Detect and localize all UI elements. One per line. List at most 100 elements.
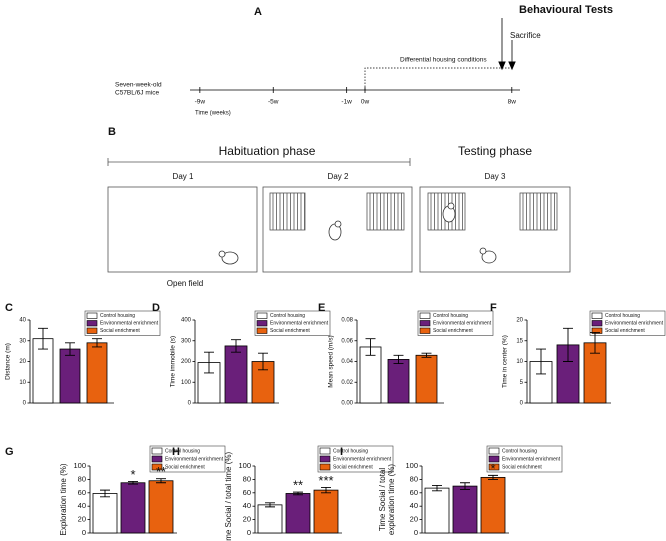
legend-label: Control housing: [165, 448, 200, 454]
legend-swatch: [319, 455, 331, 463]
timeline-tick-label: -9w: [195, 99, 206, 106]
panel-letter: E: [318, 302, 325, 314]
error-bar: [393, 354, 404, 365]
legend-label: Environmental enrichment: [100, 321, 159, 327]
legend-swatch: [86, 327, 98, 334]
significance: *: [130, 467, 135, 482]
y-tick-label: 0.02: [341, 380, 353, 386]
error-bar: [92, 338, 102, 348]
legend-label: Control housing: [100, 313, 135, 319]
y-tick-label: 0: [188, 401, 192, 407]
error-bar: [488, 474, 498, 480]
y-tick-label: 40: [78, 501, 86, 510]
y-tick-label: 100: [405, 461, 418, 470]
legend-swatch: [591, 320, 603, 327]
legend-swatch: [256, 327, 268, 334]
bar: [257, 504, 283, 534]
y-axis-label: Time Social / total: [378, 468, 387, 532]
axis-label: Time (weeks): [195, 111, 231, 117]
bar: [92, 493, 118, 534]
y-tick-label: 80: [78, 474, 86, 483]
error-bar: [365, 338, 376, 356]
y-tick-label: 0.06: [341, 338, 353, 344]
bar: [424, 487, 450, 534]
legend-frame: [589, 310, 666, 336]
legend-label: Control housing: [333, 448, 368, 454]
legend-label: Social enrichment: [333, 464, 373, 470]
bar: [120, 482, 146, 534]
legend-label: Control housing: [433, 313, 468, 319]
protocol-decor: [107, 158, 571, 273]
timeline-decor: [190, 18, 520, 91]
panel-letter: A: [254, 6, 262, 18]
timeline-title: Behavioural Tests: [519, 4, 613, 16]
y-tick-label: 80: [243, 474, 251, 483]
y-tick-label: 10: [19, 380, 26, 386]
timeline-tick-label: 0w: [361, 99, 370, 106]
legend-swatch: [256, 312, 268, 319]
day-label: Day 1: [173, 172, 194, 181]
legend-swatch: [151, 463, 163, 471]
legend-swatch: [256, 320, 268, 327]
legend-frame: [486, 445, 563, 473]
legend-swatch: [591, 312, 603, 319]
legend-swatch: [419, 320, 431, 327]
y-axis-label: Time immobile (s): [170, 336, 177, 387]
bar: [313, 489, 339, 534]
y-axis-label: Time Social / total time (%): [224, 452, 233, 541]
legend-label: Environmental enrichment: [502, 456, 561, 462]
y-tick-label: 10: [516, 359, 523, 365]
error-bar: [156, 478, 166, 484]
error-bar: [231, 339, 241, 353]
panel-letter: H: [172, 446, 180, 458]
legend-label: Social enrichment: [605, 328, 645, 334]
y-tick-label: 0.04: [341, 359, 353, 365]
legend-frame: [84, 310, 161, 336]
arena-label: Open field: [167, 279, 203, 288]
panel-letter: G: [5, 446, 14, 458]
timeline-tick-label: -1w: [341, 99, 352, 106]
y-tick-label: 300: [181, 338, 192, 344]
legend-label: Environmental enrichment: [433, 321, 492, 327]
error-bar: [128, 480, 138, 485]
error-bar: [536, 348, 546, 375]
legend-label: Control housing: [270, 313, 305, 319]
legend-swatch: [319, 463, 331, 471]
y-tick-label: 40: [19, 318, 26, 324]
error-bar: [100, 489, 110, 498]
bar: [415, 354, 438, 404]
timeline-tick-label: -5w: [268, 99, 279, 106]
legend-frame: [417, 310, 494, 336]
panel-letter: C: [5, 302, 13, 314]
error-bar: [321, 486, 331, 494]
housing-label: Differential housing conditions: [400, 57, 487, 64]
error-bar: [590, 332, 600, 354]
error-bar: [258, 352, 268, 371]
legend-label: Social enrichment: [100, 328, 140, 334]
timeline-tick-label: 8w: [508, 99, 517, 106]
legend-label: Control housing: [502, 448, 537, 454]
y-axis-label: exploration time (%): [387, 464, 396, 535]
y-tick-label: 40: [410, 501, 418, 510]
y-axis-label: Mean speed (m/s): [328, 335, 335, 387]
y-tick-label: 0.00: [341, 401, 353, 407]
legend-label: Social enrichment: [165, 464, 205, 470]
legend-swatch: [86, 312, 98, 319]
y-tick-label: 0: [414, 528, 418, 537]
y-tick-label: 0.08: [341, 318, 353, 324]
bar: [387, 359, 410, 404]
phase-label: Habituation phase: [219, 144, 316, 158]
error-bar: [265, 502, 275, 508]
y-tick-label: 20: [243, 515, 251, 524]
panel-letter: I: [340, 446, 343, 458]
y-tick-label: 0: [23, 401, 27, 407]
y-tick-label: 60: [410, 488, 418, 497]
y-tick-label: 20: [516, 318, 523, 324]
legend-frame: [149, 445, 226, 473]
y-tick-label: 200: [181, 359, 192, 365]
y-axis-label: Time in center (%): [502, 335, 509, 388]
legend-frame: [254, 310, 331, 336]
y-tick-label: 100: [181, 380, 192, 386]
panel-letter: B: [108, 126, 116, 138]
